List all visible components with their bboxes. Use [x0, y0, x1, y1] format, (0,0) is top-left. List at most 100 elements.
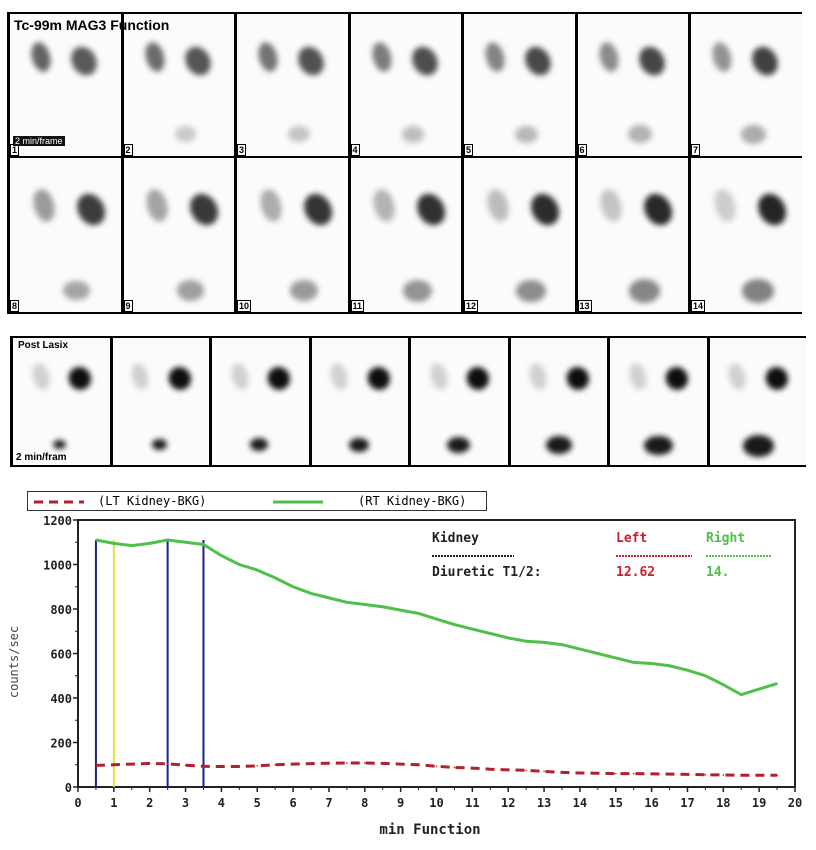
lt-kidney-point [471, 767, 474, 769]
scan-frame: 7 [688, 12, 802, 158]
x-tick-label: 8 [361, 796, 368, 810]
x-tick-label: 4 [218, 796, 225, 810]
right-kidney-uptake [179, 42, 217, 81]
right-kidney-uptake [71, 188, 111, 230]
scan-frame: 4 [347, 12, 461, 158]
left-kidney-uptake [711, 186, 739, 224]
rt-kidney-point [507, 637, 510, 639]
lt-kidney-point [328, 762, 330, 764]
lt-kidney-point [668, 773, 671, 775]
right-kidney-uptake [64, 363, 96, 395]
rt-kidney-point [417, 612, 420, 615]
bladder-activity [545, 436, 572, 455]
right-kidney-uptake [363, 363, 394, 395]
post-lasix-frame [308, 336, 408, 467]
rt-kidney-point [113, 542, 115, 545]
lt-kidney-point [346, 762, 348, 764]
rt-kidney-point [489, 632, 492, 635]
lt-kidney-point [113, 763, 115, 766]
rt-kidney-point [95, 539, 97, 541]
frame-number: 2 [123, 144, 133, 156]
annot-metric-label: Diuretic T1/2: [432, 565, 542, 580]
rt-kidney-point [776, 682, 778, 685]
frame-number: 4 [350, 144, 360, 156]
rt-kidney-point [758, 688, 760, 690]
x-tick-label: 18 [716, 796, 730, 810]
y-tick-label: 600 [50, 648, 72, 662]
x-tick-label: 9 [397, 796, 404, 810]
rt-kidney-point [632, 661, 635, 664]
lt-kidney-point [274, 763, 276, 766]
y-tick-label: 200 [50, 737, 72, 751]
lt-kidney-point [561, 771, 563, 774]
lt-kidney-point [776, 774, 778, 777]
rt-kidney-point [256, 569, 259, 571]
right-kidney-uptake [520, 42, 557, 81]
frame-number: 7 [691, 144, 701, 156]
legend-rt-swatch [273, 500, 323, 504]
rt-kidney-point [650, 662, 653, 665]
left-kidney-uptake [29, 361, 53, 393]
right-kidney-uptake [747, 42, 784, 81]
left-kidney-uptake [709, 40, 735, 75]
left-kidney-uptake [726, 361, 749, 393]
rt-kidney-point [364, 603, 366, 606]
lt-kidney-point [758, 774, 760, 777]
scan-frame: 5 [461, 12, 575, 158]
post-lasix-label: Post Lasix [18, 340, 69, 351]
bladder-activity [53, 439, 66, 449]
rt-kidney-point [686, 669, 689, 671]
scan-frame: 12 [461, 156, 575, 314]
lt-kidney-point [543, 770, 545, 773]
lt-kidney-point [256, 765, 259, 767]
x-tick-label: 2 [146, 796, 153, 810]
left-kidney-uptake [228, 361, 252, 393]
frame-number: 3 [237, 144, 247, 156]
scan-frame: 8 [7, 156, 121, 314]
left-kidney-uptake [527, 361, 550, 393]
right-kidney-uptake [633, 42, 671, 81]
bladder-activity [348, 437, 370, 453]
left-kidney-uptake [482, 40, 508, 75]
x-tick-label: 0 [74, 796, 81, 810]
frame-rate-label: 2 min/frame [13, 136, 65, 146]
x-tick-label: 6 [289, 796, 296, 810]
left-kidney-uptake [129, 361, 152, 393]
frame-number: 13 [577, 300, 592, 312]
left-kidney-uptake [257, 186, 285, 224]
rt-kidney-point [597, 652, 599, 655]
rt-kidney-point [435, 618, 438, 620]
x-tick-label: 5 [254, 796, 261, 810]
rt-kidney-point [220, 554, 223, 557]
right-kidney-uptake [562, 363, 593, 395]
rt-kidney-point [543, 641, 545, 644]
scan-frame: 13 [574, 156, 688, 314]
scan-frame: 10 [234, 156, 348, 314]
lt-kidney-point [364, 762, 366, 764]
bladder-activity [176, 280, 204, 301]
rt-kidney-point [471, 628, 474, 630]
y-tick-label: 1000 [43, 559, 72, 573]
left-kidney-uptake [427, 361, 451, 393]
frame-number: 9 [123, 300, 133, 312]
x-tick-label: 3 [182, 796, 189, 810]
x-tick-label: 16 [644, 796, 658, 810]
x-tick-label: 10 [429, 796, 443, 810]
frame-number: 5 [464, 144, 474, 156]
lt-kidney-point [130, 763, 133, 765]
frame-number: 8 [10, 300, 20, 312]
frame-number: 11 [350, 300, 365, 312]
right-kidney-uptake [184, 188, 224, 230]
post-lasix-frame [507, 336, 607, 467]
right-kidney-uptake [293, 42, 330, 81]
left-kidney-uptake [143, 186, 171, 224]
legend-lt-swatch [34, 500, 84, 504]
lt-kidney-point [417, 763, 420, 766]
scan-frame: 1 [7, 12, 121, 158]
bladder-activity [740, 124, 767, 144]
rt-kidney-point [346, 601, 348, 604]
left-kidney-uptake [370, 186, 398, 224]
left-kidney-uptake [369, 40, 395, 75]
right-kidney-uptake [298, 188, 338, 230]
post-lasix-frame [109, 336, 209, 467]
